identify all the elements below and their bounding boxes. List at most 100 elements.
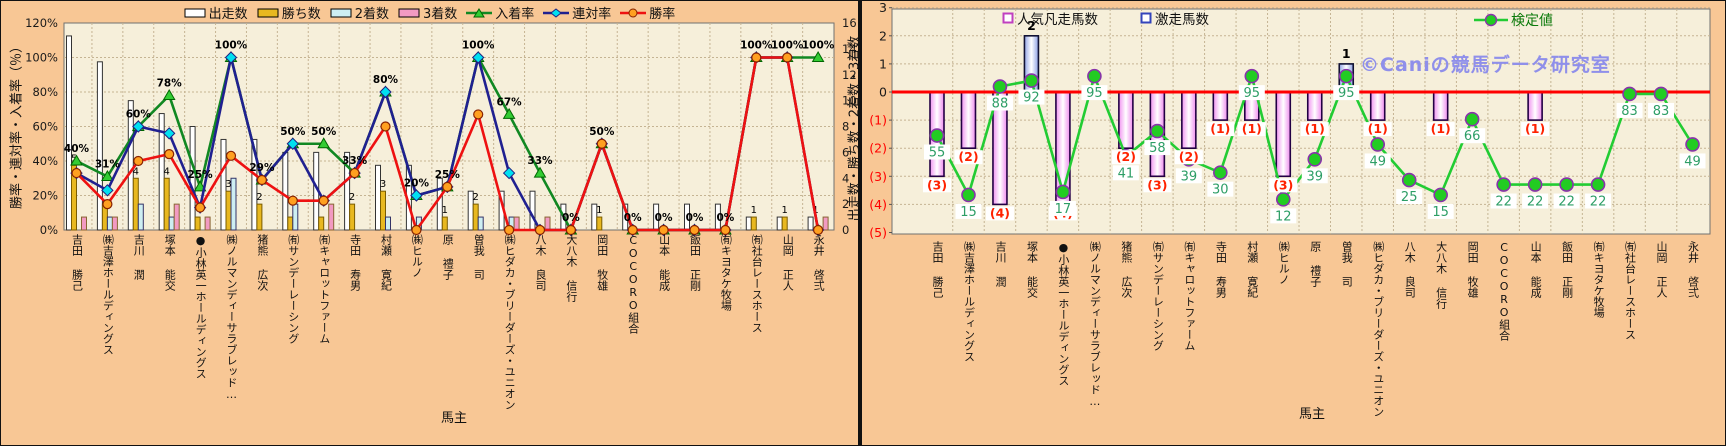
legend-label: 激走馬数 <box>1155 12 1209 28</box>
test-value-label: 15 <box>960 205 977 220</box>
triangle-marker <box>70 154 83 166</box>
diamond-marker <box>101 184 114 197</box>
y-tick-left: 0% <box>40 223 58 237</box>
circle-marker <box>1622 86 1637 102</box>
x-axis-label: ㈲サンデーレーシング <box>286 234 300 344</box>
pct-point-label: 100% <box>771 40 804 52</box>
bar <box>807 216 814 231</box>
y-tick-right: 16 <box>842 16 857 30</box>
series-出走数 <box>66 35 814 231</box>
win-count-label: 2 <box>349 192 355 203</box>
legend-label: 検定値 <box>1511 13 1553 29</box>
pct-point-label: 33% <box>342 155 368 167</box>
pct-point-label: 100% <box>740 40 773 52</box>
label-bg <box>1364 153 1391 169</box>
bar <box>189 126 196 231</box>
bar <box>194 216 201 231</box>
x-axis-label: ㈱ヒルノ <box>410 234 424 278</box>
y-tick: (1) <box>869 113 887 128</box>
circle-marker <box>720 224 731 236</box>
bar <box>375 164 381 231</box>
bar <box>168 216 175 231</box>
label-bg <box>1081 85 1108 101</box>
legend-label: 2着数 <box>354 7 389 22</box>
bar <box>781 216 788 231</box>
series-勝率 <box>71 52 824 236</box>
label-bg <box>1207 181 1234 197</box>
label-bg <box>923 178 951 193</box>
circle-marker <box>349 167 360 179</box>
legend-line-swatch-icon <box>543 7 570 18</box>
legend-bar-swatch-icon <box>398 8 420 17</box>
pct-point-label: 78% <box>157 77 183 89</box>
bar <box>318 216 325 231</box>
circle-marker <box>1338 68 1354 84</box>
x-axis-label: ㈱ノルマンディーサラブレッド… <box>1088 241 1102 408</box>
positive-count-label: 1 <box>1342 46 1351 61</box>
x-axis-label: 原 禮子 <box>1308 241 1322 287</box>
x-axis-label: 永井 啓弍 <box>812 234 826 291</box>
y-tick-left: 100% <box>25 51 58 65</box>
right-chart-x-axis-title: 馬主 <box>1299 407 1326 422</box>
pct-point-label: 29% <box>249 162 275 174</box>
x-axis-label: ㈱ヒダカ・ブリーダーズ・ユニオン <box>503 234 517 410</box>
x-axis-label: 山本 能成 <box>1529 241 1543 298</box>
y-tick: 3 <box>879 1 887 15</box>
x-axis-label: 飯田 正剛 <box>688 234 702 291</box>
label-bg <box>1363 122 1392 137</box>
bar-negative <box>1118 91 1134 150</box>
negative-count-label: (3) <box>1147 177 1167 192</box>
circle-marker <box>473 109 484 120</box>
circle-marker <box>1307 151 1323 167</box>
test-value-label: 49 <box>1369 154 1386 169</box>
label-bg <box>1237 122 1266 137</box>
label-bg <box>1553 193 1580 209</box>
test-value-label: 49 <box>1684 154 1701 169</box>
label-bg <box>1049 200 1076 216</box>
x-axis-label: 村瀬 寛紀 <box>1245 241 1259 298</box>
diamond-marker <box>286 137 300 150</box>
right-chart-svg: 3210(1)(2)(3)(4)(5)(3)(2)(4)(4)(2)(3)(2)… <box>869 1 1711 240</box>
circle-marker <box>318 195 329 206</box>
triangle-marker <box>101 170 114 182</box>
win-count-label: 5 <box>71 153 77 164</box>
bar <box>256 203 263 231</box>
bar <box>81 216 87 231</box>
x-axis-label: 山本 能成 <box>657 234 671 291</box>
circle-marker <box>1275 192 1291 207</box>
x-axis-label: COCORO組合 <box>626 234 640 334</box>
circle-marker <box>1496 177 1511 192</box>
bar <box>66 35 72 231</box>
left-chart-legend: 出走数 勝ち数 2着数 3着数 入着率 連対率 勝率 <box>1 3 858 22</box>
triangle-marker <box>533 166 547 178</box>
bar <box>230 177 237 231</box>
bar <box>596 216 603 231</box>
label-bg <box>986 95 1013 111</box>
negative-count-label: (2) <box>1116 149 1136 164</box>
bar <box>204 216 211 231</box>
x-axis-label: 八木 良司 <box>534 234 547 291</box>
circle-marker <box>411 224 422 236</box>
bar <box>544 216 551 231</box>
legend-bar-swatch-icon <box>184 8 206 17</box>
x-axis-label: 塚本 能交 <box>1025 241 1039 298</box>
label-bg <box>1522 193 1549 209</box>
circle-marker <box>1590 177 1606 192</box>
x-axis-label: 寺田 寿男 <box>348 234 362 291</box>
win-count-label: 3 <box>380 179 386 190</box>
circle-marker <box>1087 68 1102 84</box>
negative-count-label: (3) <box>1273 177 1293 192</box>
label-bg <box>1175 168 1202 184</box>
label-bg <box>1144 140 1171 156</box>
x-axis-label: 大八木 信行 <box>564 234 578 302</box>
bar <box>750 216 757 231</box>
circle-marker <box>1527 177 1543 192</box>
label-bg <box>955 203 982 219</box>
test-value-label: 83 <box>1621 104 1638 119</box>
diamond-marker <box>132 120 145 133</box>
circle-marker <box>442 181 453 192</box>
circle-marker <box>256 174 267 186</box>
x-axis-label: ㈱ヒダカ・ブリーダーズ・ユニオン <box>1371 241 1385 417</box>
circle-marker <box>1653 86 1669 102</box>
circle-marker <box>1055 184 1071 200</box>
